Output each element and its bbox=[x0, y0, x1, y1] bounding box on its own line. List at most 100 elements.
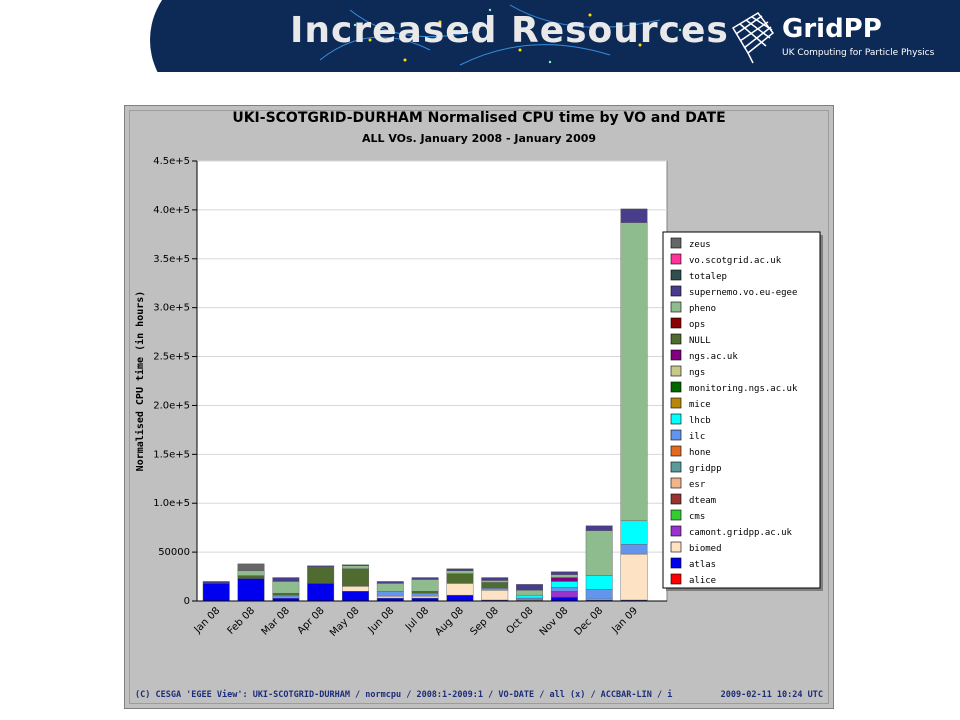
legend-swatch bbox=[670, 509, 682, 521]
banner-swoosh bbox=[150, 0, 330, 72]
x-tick-label: Jan 08 bbox=[192, 605, 223, 636]
legend-label: supernemo.vo.eu-egee bbox=[689, 288, 797, 298]
legend-label: alice bbox=[689, 576, 716, 586]
bar-segment bbox=[342, 591, 369, 602]
legend-swatch bbox=[670, 349, 682, 361]
bar-segment bbox=[446, 594, 474, 602]
bar-segment bbox=[307, 566, 335, 584]
bar-segment bbox=[481, 590, 509, 601]
legend-swatch bbox=[670, 557, 682, 569]
bar-segment bbox=[446, 583, 474, 596]
bar-segment bbox=[620, 544, 648, 555]
banner-particle-tracks bbox=[319, 4, 682, 66]
gridpp-logo-text: GridPP bbox=[782, 14, 882, 44]
x-tick-label: Aug 08 bbox=[433, 605, 466, 638]
bar-segment bbox=[516, 590, 543, 596]
x-tick-label: Apr 08 bbox=[296, 605, 327, 636]
chart-panel: 0 50000 1.0e+5 1.5e+5 2.0e+5 2.5e+5 3.0e+5 3.5e… bbox=[124, 105, 834, 709]
bar-segment bbox=[516, 584, 543, 591]
legend-label: ops bbox=[689, 320, 705, 330]
chart-subtitle: ALL VOs. January 2008 - January 2009 bbox=[361, 132, 597, 145]
legend-swatch bbox=[670, 317, 682, 329]
legend-box bbox=[662, 231, 821, 589]
x-tick-label: Feb 08 bbox=[226, 605, 258, 637]
chart-title: UKI-SCOTGRID-DURHAM Normalised CPU time … bbox=[232, 110, 726, 126]
bar-segment bbox=[307, 565, 335, 567]
bar-segment bbox=[550, 574, 578, 578]
bar-segment bbox=[376, 581, 404, 584]
bar-segment bbox=[481, 588, 509, 591]
legend-label: cms bbox=[689, 512, 705, 522]
x-tick-label: May 08 bbox=[328, 605, 362, 639]
bar-segment bbox=[516, 594, 543, 599]
legend-swatch bbox=[670, 269, 682, 281]
x-tick-label: Sep 08 bbox=[469, 605, 501, 637]
bar-segment bbox=[237, 578, 265, 602]
legend-label: dteam bbox=[689, 496, 716, 506]
chart-timestamp: 2009-02-11 10:24 UTC bbox=[720, 690, 823, 700]
x-tick-label: Mar 08 bbox=[260, 605, 292, 637]
bar-segment bbox=[481, 582, 509, 589]
bar-segment bbox=[411, 591, 439, 594]
slide-title: Increased Resources bbox=[290, 10, 729, 51]
bar-segment bbox=[237, 575, 265, 579]
bar-segment bbox=[202, 581, 230, 584]
bar-segment bbox=[550, 571, 578, 575]
legend-label: mice bbox=[689, 400, 711, 410]
legend-swatch bbox=[670, 525, 682, 537]
legend-swatch bbox=[670, 461, 682, 473]
bar-segment bbox=[550, 596, 578, 602]
bar-segment bbox=[237, 570, 265, 576]
legend-label: biomed bbox=[689, 544, 722, 554]
bar-segment bbox=[411, 592, 439, 597]
y-tick-label: 1.5e+5 bbox=[153, 449, 190, 460]
x-tick-label: Jun 08 bbox=[366, 605, 397, 636]
legend-label: esr bbox=[689, 480, 706, 490]
bar-segment bbox=[237, 563, 265, 571]
legend-swatch bbox=[670, 413, 682, 425]
bar-segment bbox=[585, 530, 613, 576]
chart-frame bbox=[129, 110, 829, 704]
bar-segment bbox=[481, 580, 509, 583]
legend-swatch bbox=[670, 541, 682, 553]
header-banner: Increased Resources GridPP UK Computing … bbox=[0, 0, 960, 72]
y-tick-label: 4.0e+5 bbox=[153, 205, 190, 216]
bar-segment bbox=[446, 573, 474, 584]
y-tick-label: 3.5e+5 bbox=[153, 254, 190, 265]
bar-segment bbox=[272, 577, 300, 582]
bar-segment bbox=[342, 586, 369, 592]
x-tick-label: Oct 08 bbox=[504, 605, 535, 636]
x-tick-label: Jan 09 bbox=[609, 605, 640, 636]
y-axis-label: Normalised CPU time (in hours) bbox=[134, 291, 146, 472]
bar-segment bbox=[585, 575, 613, 590]
bar-segment bbox=[376, 583, 404, 592]
y-tick-label: 1.0e+5 bbox=[153, 498, 190, 509]
bar-segment bbox=[585, 589, 613, 600]
legend-swatch bbox=[670, 301, 682, 313]
bar-segment bbox=[620, 520, 648, 545]
bar-segment bbox=[307, 583, 335, 602]
bar-segment bbox=[620, 553, 648, 601]
legend-label: vo.scotgrid.ac.uk bbox=[689, 256, 782, 266]
legend-label: camont.gridpp.ac.uk bbox=[689, 528, 793, 538]
y-tick-label: 50000 bbox=[158, 547, 190, 558]
legend-label: NULL bbox=[689, 336, 711, 346]
bar-segment bbox=[376, 591, 404, 597]
legend-swatch bbox=[670, 429, 682, 441]
legend-swatch bbox=[670, 573, 682, 585]
legend-swatch bbox=[670, 253, 682, 265]
bar-segment bbox=[376, 595, 404, 599]
legend-swatch bbox=[670, 333, 682, 345]
legend-swatch bbox=[670, 285, 682, 297]
legend-swatch bbox=[670, 445, 682, 457]
bar-segment bbox=[411, 595, 439, 599]
chart-credit: (C) CESGA 'EGEE View': UKI-SCOTGRID-DURH… bbox=[135, 690, 673, 700]
bar-segment bbox=[550, 587, 578, 592]
legend-swatch bbox=[670, 237, 682, 249]
legend-label: ngs bbox=[689, 368, 705, 378]
x-tick-label: Jul 08 bbox=[403, 605, 431, 633]
legend-label: ngs.ac.uk bbox=[689, 352, 738, 362]
bar-segment bbox=[585, 525, 613, 531]
bar-segment bbox=[550, 577, 578, 582]
legend-label: atlas bbox=[689, 560, 716, 570]
